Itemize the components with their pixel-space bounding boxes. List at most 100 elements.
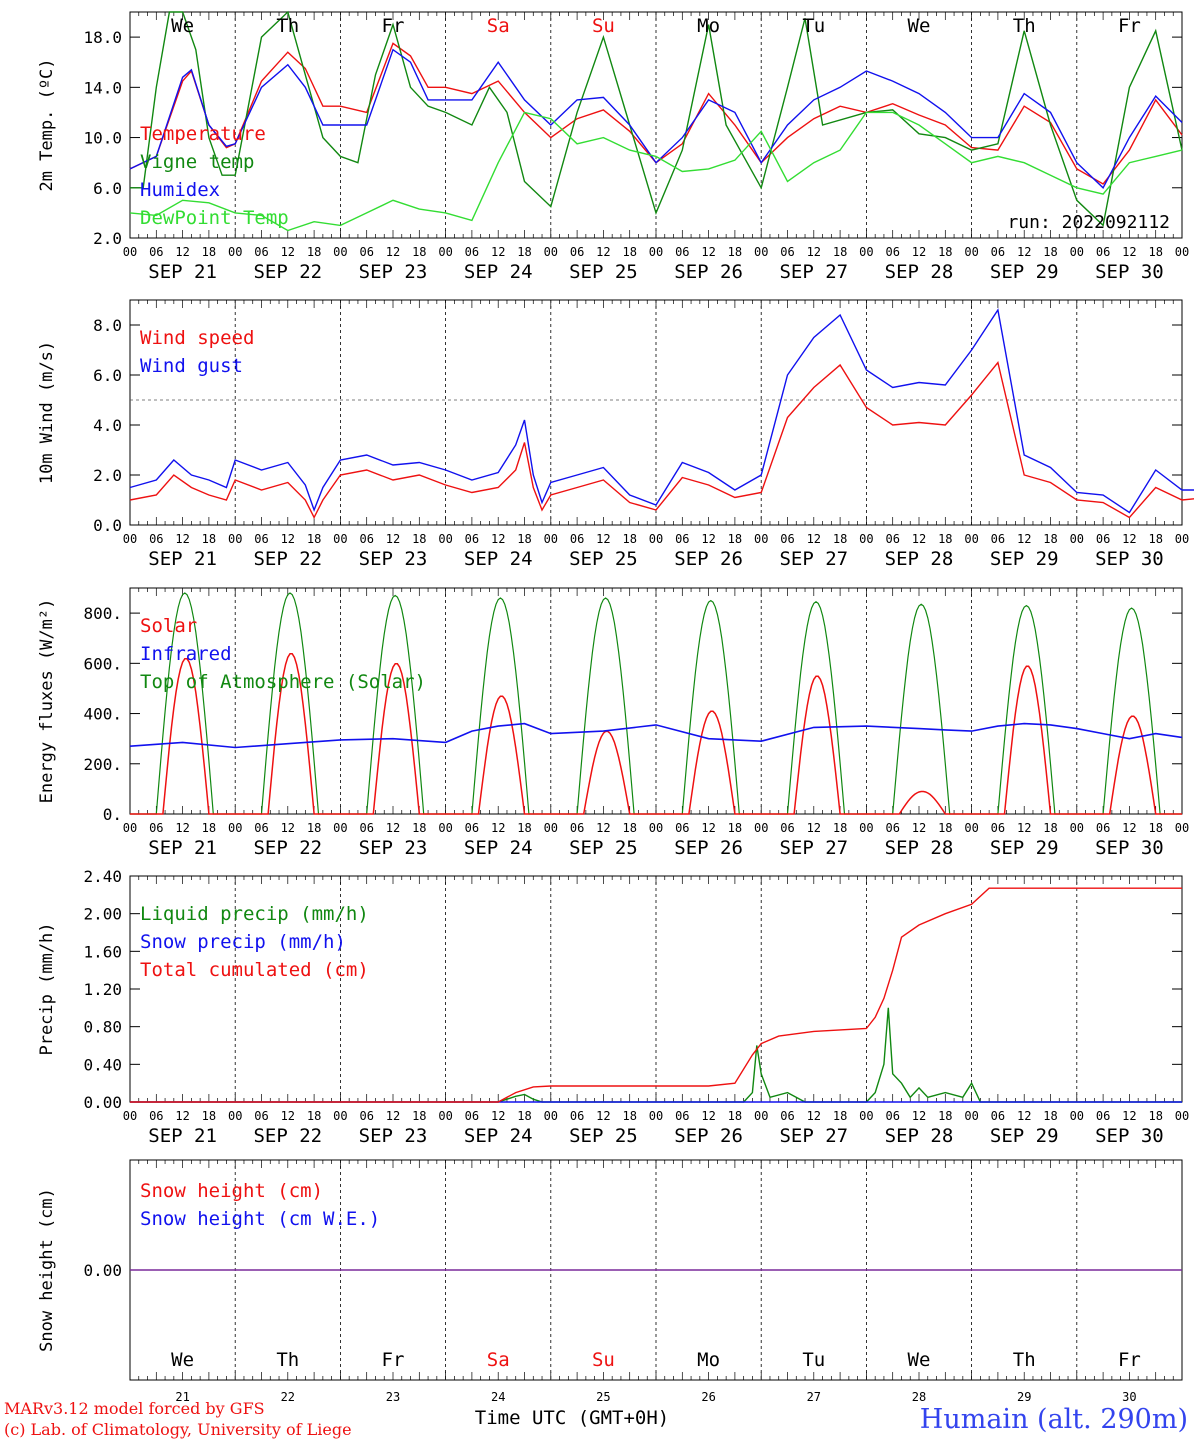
top-weekday-label: Th xyxy=(1013,15,1036,37)
y-tick-label: 0.00 xyxy=(83,1093,122,1112)
hour-tick-label: 00 xyxy=(1070,1109,1084,1123)
legend-entry: Temperature xyxy=(140,123,266,145)
hour-tick-label: 18 xyxy=(202,821,216,835)
bottom-weekday-label: Mo xyxy=(697,1349,720,1371)
date-label: SEP 26 xyxy=(674,261,743,283)
hour-tick-label: 18 xyxy=(1148,821,1162,835)
hour-tick-label: 00 xyxy=(333,532,347,546)
date-label: SEP 30 xyxy=(1095,261,1164,283)
hour-tick-label: 00 xyxy=(964,532,978,546)
hour-tick-label: 06 xyxy=(254,532,268,546)
hour-tick-label: 12 xyxy=(701,821,715,835)
hour-tick-label: 00 xyxy=(544,532,558,546)
hour-tick-label: 00 xyxy=(123,1109,137,1123)
hour-tick-label: 06 xyxy=(465,245,479,259)
date-label: SEP 22 xyxy=(253,261,322,283)
top-weekday-label: We xyxy=(171,15,194,37)
hour-tick-label: 12 xyxy=(701,245,715,259)
hour-tick-label: 00 xyxy=(649,821,663,835)
date-label: SEP 28 xyxy=(885,837,954,859)
date-label: SEP 24 xyxy=(464,548,533,570)
hour-tick-label: 18 xyxy=(938,1109,952,1123)
hour-tick-label: 06 xyxy=(359,821,373,835)
date-label: SEP 21 xyxy=(148,548,217,570)
date-label: SEP 21 xyxy=(148,1125,217,1147)
hour-tick-label: 06 xyxy=(149,245,163,259)
y-tick-label: 200. xyxy=(83,755,122,774)
hour-ticks xyxy=(129,876,1183,1102)
hour-tick-label: 06 xyxy=(570,245,584,259)
hour-tick-label: 18 xyxy=(412,1109,426,1123)
wind-panel: 10m Wind (m/s) 0.0 2.0 4.0 6.0 8.0 Wind speed W… xyxy=(37,299,1194,570)
y-tick-label: 2.40 xyxy=(83,867,122,886)
hour-tick-label: 06 xyxy=(885,245,899,259)
hour-tick-label: 00 xyxy=(964,245,978,259)
series-line xyxy=(129,111,1183,232)
date-label: SEP 23 xyxy=(359,837,428,859)
legend-entry: Vigne temp xyxy=(140,151,254,173)
hour-tick-label: 06 xyxy=(675,245,689,259)
day-number-label: 28 xyxy=(912,1390,926,1404)
day-number-label: 21 xyxy=(175,1390,189,1404)
series-line xyxy=(130,10,1183,227)
hour-tick-label: 00 xyxy=(1175,245,1189,259)
hour-ticks xyxy=(129,12,1183,238)
hour-tick-label: 12 xyxy=(1122,821,1136,835)
hour-tick-label: 06 xyxy=(465,821,479,835)
series-line xyxy=(129,722,1183,749)
date-label: SEP 29 xyxy=(990,837,1059,859)
y-tick-label: 1.60 xyxy=(83,942,122,961)
hour-tick-label: 00 xyxy=(859,1109,873,1123)
legend-entry: Solar xyxy=(140,615,197,637)
date-label: SEP 25 xyxy=(569,261,638,283)
bottom-weekday-label: Th xyxy=(1013,1349,1036,1371)
hour-tick-label: 12 xyxy=(701,1109,715,1123)
hour-tick-label: 12 xyxy=(1017,245,1031,259)
hour-tick-label: 12 xyxy=(807,532,821,546)
hour-tick-label: 06 xyxy=(991,532,1005,546)
day-number-label: 27 xyxy=(807,1390,821,1404)
date-label: SEP 22 xyxy=(253,1125,322,1147)
y-tick-label: 14.0 xyxy=(83,78,122,97)
hour-tick-label: 00 xyxy=(1175,532,1189,546)
y-tick-label: 8.0 xyxy=(93,316,122,335)
series-line xyxy=(130,887,1182,1103)
hour-tick-label: 00 xyxy=(859,821,873,835)
y-tick-label: 10.0 xyxy=(83,129,122,148)
legend-entry: Wind gust xyxy=(140,355,243,377)
y-tick-label: 400. xyxy=(83,705,122,724)
legend-entry: Snow height (cm) xyxy=(140,1180,323,1202)
hour-tick-label: 12 xyxy=(281,1109,295,1123)
hour-tick-label: 00 xyxy=(438,245,452,259)
hour-tick-label: 00 xyxy=(228,245,242,259)
hour-tick-label: 06 xyxy=(780,532,794,546)
date-label: SEP 23 xyxy=(359,548,428,570)
date-label: SEP 22 xyxy=(253,548,322,570)
top-weekday-label: Su xyxy=(592,15,615,37)
hour-tick-label: 06 xyxy=(465,532,479,546)
series-line xyxy=(129,48,1183,189)
hour-tick-label: 06 xyxy=(675,532,689,546)
y-tick-label: 2.0 xyxy=(93,229,122,248)
date-label: SEP 29 xyxy=(990,261,1059,283)
date-label: SEP 23 xyxy=(359,261,428,283)
hour-tick-label: 00 xyxy=(228,1109,242,1123)
y-tick-label: 2.0 xyxy=(93,466,122,485)
y-tick-label: 600. xyxy=(83,654,122,673)
y-tick-label: 800. xyxy=(83,604,122,623)
top-weekday-label: Mo xyxy=(697,15,720,37)
y-axis-label: Snow height (cm) xyxy=(37,1188,57,1352)
x-axis-title: Time UTC (GMT+0H) xyxy=(475,1407,669,1429)
hour-tick-label: 00 xyxy=(859,245,873,259)
legend-entry: Liquid precip (mm/h) xyxy=(140,903,369,925)
y-axis-label: 10m Wind (m/s) xyxy=(37,341,57,484)
bottom-weekday-label: Su xyxy=(592,1349,615,1371)
hour-tick-label: 12 xyxy=(1017,532,1031,546)
hour-tick-label: 00 xyxy=(754,532,768,546)
hour-tick-label: 00 xyxy=(1175,821,1189,835)
hour-tick-label: 00 xyxy=(544,821,558,835)
hour-tick-label: 00 xyxy=(123,532,137,546)
hour-tick-label: 12 xyxy=(807,245,821,259)
hour-tick-label: 18 xyxy=(1043,245,1057,259)
hour-tick-label: 12 xyxy=(386,1109,400,1123)
